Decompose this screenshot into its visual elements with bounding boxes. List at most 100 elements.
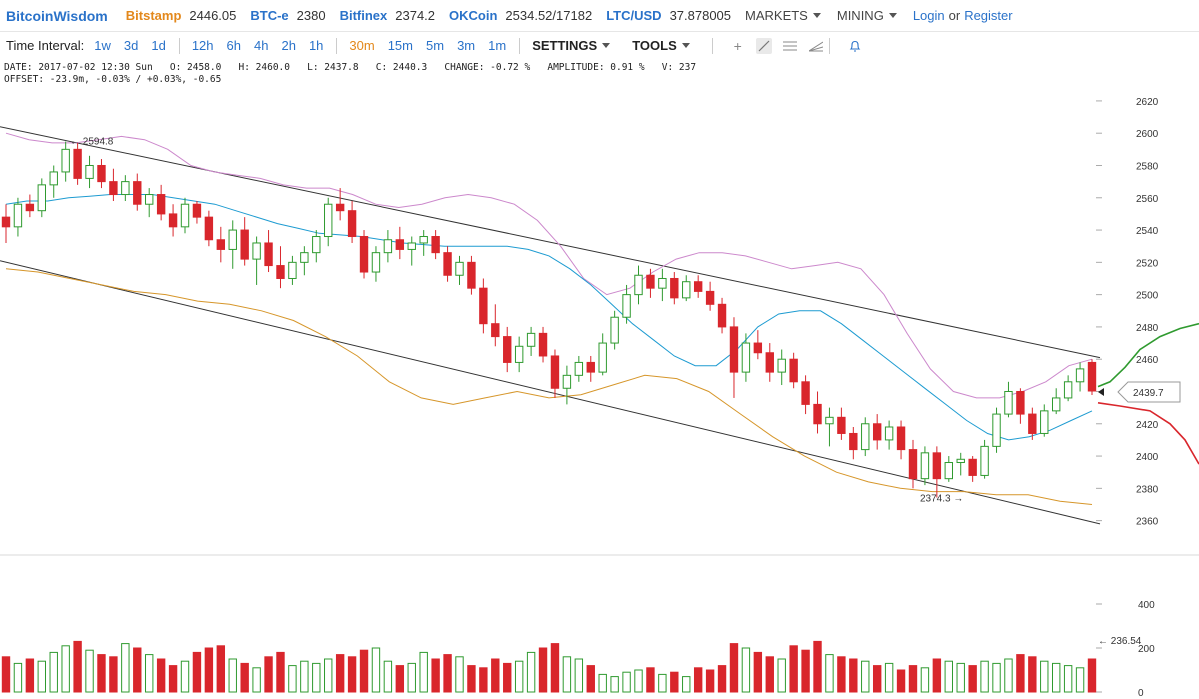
volume-bar <box>371 647 381 693</box>
market-name: Bitstamp <box>125 8 182 23</box>
volume-bar <box>717 665 727 693</box>
interval-3d[interactable]: 3d <box>123 38 139 53</box>
candle-up <box>61 148 70 173</box>
volume-bar <box>431 658 440 693</box>
bell-icon[interactable] <box>847 38 863 54</box>
price-tick-label: 2600 <box>1136 129 1159 140</box>
candle-down <box>717 303 727 328</box>
candle-up <box>419 236 428 244</box>
volume-bar <box>121 643 130 693</box>
candle-down <box>586 361 595 373</box>
interval-1d[interactable]: 1d <box>151 38 166 53</box>
price-tick-label: 2360 <box>1136 517 1159 528</box>
candle-up <box>252 242 261 260</box>
market-ticker[interactable]: LTC/USD 37.878005 <box>606 8 731 23</box>
volume-bar <box>682 676 691 693</box>
candle-up <box>49 171 58 186</box>
interval-4h[interactable]: 4h <box>254 38 269 53</box>
candle-down <box>849 432 858 451</box>
interval-2h[interactable]: 2h <box>281 38 296 53</box>
volume-bar <box>801 649 810 693</box>
market-price: 37.878005 <box>669 8 732 23</box>
current-price-callout <box>1117 381 1181 403</box>
chevron-down-icon <box>812 13 821 18</box>
interval-1h[interactable]: 1h <box>308 38 324 53</box>
crosshair-icon[interactable]: + <box>733 37 742 54</box>
horizontal-lines-icon[interactable] <box>782 38 798 54</box>
tools-label: TOOLS <box>632 38 677 53</box>
candle-up <box>288 261 297 279</box>
volume-bar <box>264 656 273 693</box>
register-link[interactable]: Register <box>964 8 1013 23</box>
volume-bar <box>73 640 82 693</box>
candle-down <box>705 290 715 305</box>
candle-down <box>156 194 166 215</box>
volume-bar <box>538 647 548 693</box>
candle-up <box>980 445 989 476</box>
or-text: or <box>948 8 961 23</box>
interval-1w[interactable]: 1w <box>94 38 111 53</box>
login-link[interactable]: Login <box>912 8 945 23</box>
volume-bar <box>932 658 942 693</box>
candle-down <box>359 236 369 273</box>
candle-up <box>992 413 1001 447</box>
brand-logo[interactable]: BitcoinWisdom <box>6 7 108 24</box>
price-tick-label: 2620 <box>1136 97 1159 108</box>
volume-bar <box>133 647 142 693</box>
volume-bar <box>1004 658 1013 693</box>
market-price: 2374.2 <box>395 8 436 23</box>
mining-menu[interactable]: MINING <box>837 8 897 23</box>
volume-bar <box>383 660 393 693</box>
interval-3m[interactable]: 3m <box>457 38 476 53</box>
volume-bar <box>443 654 452 693</box>
interval-30m[interactable]: 30m <box>349 38 375 53</box>
volume-bar <box>574 658 584 693</box>
volume-bar <box>300 660 309 693</box>
divider <box>828 37 830 54</box>
candle-up <box>658 277 667 289</box>
volume-bar <box>13 662 23 693</box>
fib-tool-icon[interactable] <box>808 38 824 54</box>
candle-down <box>1028 413 1037 434</box>
candle-up <box>777 358 786 373</box>
interval-5m[interactable]: 5m <box>426 38 445 53</box>
market-ticker[interactable]: Bitfinex 2374.2 <box>340 8 435 23</box>
volume-bar <box>729 643 739 693</box>
candle-up <box>610 316 619 344</box>
candle-down <box>968 458 977 476</box>
divider <box>711 37 713 54</box>
divider <box>519 37 521 54</box>
volume-bar <box>789 645 798 693</box>
interval-6h[interactable]: 6h <box>226 38 241 53</box>
market-ticker[interactable]: BTC-e 2380 <box>250 8 325 23</box>
market-name: OKCoin <box>449 8 498 23</box>
candle-down <box>550 355 560 389</box>
volume-bar <box>586 665 595 693</box>
volume-bar <box>992 662 1001 693</box>
chevron-down-icon <box>888 13 897 18</box>
markets-menu-label: MARKETS <box>745 8 808 23</box>
settings-menu[interactable]: SETTINGS <box>532 38 611 53</box>
markets-menu[interactable]: MARKETS <box>745 8 821 23</box>
candle-down <box>204 216 214 241</box>
candle-up <box>682 281 691 299</box>
interval-1m[interactable]: 1m <box>488 38 507 53</box>
volume-bar <box>49 651 58 693</box>
interval-12h[interactable]: 12h <box>191 38 214 53</box>
volume-bar <box>168 665 178 693</box>
volume-bar <box>849 658 858 693</box>
candle-down <box>276 265 285 279</box>
interval-group-minutes: 30m 15m 5m 3m 1m <box>349 38 519 53</box>
market-ticker[interactable]: Bitstamp 2446.05 <box>126 8 237 23</box>
candle-down <box>896 426 906 451</box>
price-tick-label: 2540 <box>1136 226 1159 237</box>
candle-up <box>574 361 584 376</box>
interval-15m[interactable]: 15m <box>387 38 413 53</box>
volume-bar <box>705 669 715 693</box>
line-tool-icon[interactable] <box>755 37 772 54</box>
candle-up <box>920 452 930 480</box>
volume-bar <box>156 658 166 693</box>
tools-menu[interactable]: TOOLS <box>632 38 690 53</box>
market-ticker[interactable]: OKCoin 2534.52/17182 <box>449 8 592 23</box>
